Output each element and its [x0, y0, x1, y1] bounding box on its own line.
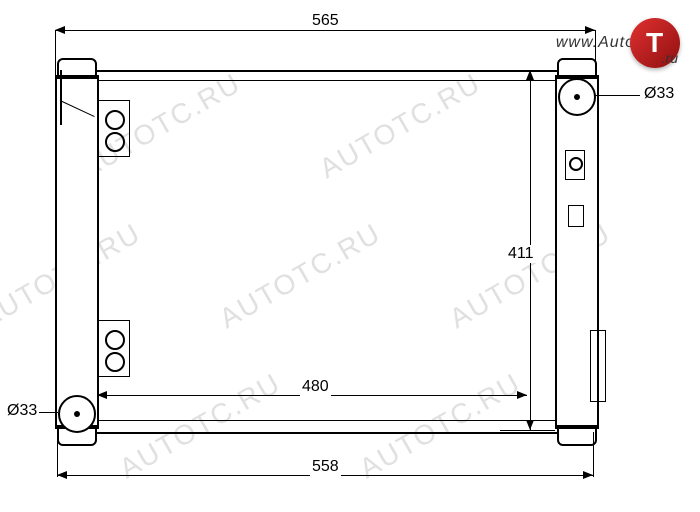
ext-line [57, 432, 58, 477]
arrow-icon [585, 26, 595, 34]
dim-port-top: Ø33 [642, 85, 676, 103]
fin-bracket [590, 330, 606, 402]
arrow-icon [57, 471, 67, 479]
bracket-hole-icon [105, 330, 125, 350]
leader-line [595, 95, 640, 96]
dim-565-label: 565 [310, 12, 341, 30]
tank-left [55, 75, 99, 429]
core-inner-line [95, 80, 555, 81]
diagram-canvas: { "watermark_text": "AUTOTC.RU", "waterm… [0, 0, 700, 512]
bracket-hole-icon [105, 352, 125, 372]
tank-right-cap-top [557, 58, 597, 79]
arrow-icon [97, 391, 107, 399]
dim-411-label: 411 [506, 245, 536, 263]
dim-port-bottom: Ø33 [5, 402, 39, 420]
port-top-right [558, 78, 596, 116]
ext-line [500, 430, 555, 431]
core-inner-line [95, 420, 555, 421]
dim-480-label: 480 [300, 378, 331, 396]
arrow-icon [583, 471, 593, 479]
bracket-hole-icon [105, 132, 125, 152]
dim-558-label: 558 [310, 458, 341, 476]
ext-line [593, 432, 594, 477]
clip-mount [568, 205, 584, 227]
tank-left-cap-top [57, 58, 97, 79]
port-bottom-left [58, 395, 96, 433]
ext-line [500, 70, 555, 71]
bracket-hole-icon [569, 157, 583, 171]
tank-right-cap-bot [557, 425, 597, 446]
dim-565-line [55, 30, 595, 31]
arrow-icon [526, 420, 534, 430]
bracket-hole-icon [105, 110, 125, 130]
arrow-icon [517, 391, 527, 399]
logo-suffix: .ru [662, 50, 678, 66]
ext-line [55, 30, 56, 75]
arrow-icon [526, 70, 534, 80]
arrow-icon [55, 26, 65, 34]
brace-line [60, 70, 62, 125]
